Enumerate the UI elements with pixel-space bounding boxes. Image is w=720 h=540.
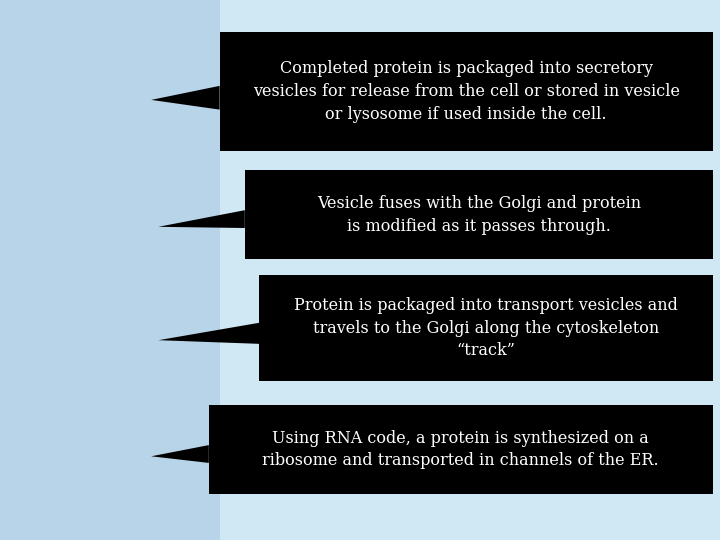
- Bar: [0, 0, 220, 540]
- Bar: [245, 170, 713, 259]
- Text: Using RNA code, a protein is synthesized on a
ribosome and transported in channe: Using RNA code, a protein is synthesized…: [263, 430, 659, 469]
- Polygon shape: [151, 445, 209, 463]
- Bar: [259, 275, 713, 381]
- Polygon shape: [158, 323, 259, 344]
- Polygon shape: [151, 86, 220, 110]
- Text: Vesicle fuses with the Golgi and protein
is modified as it passes through.: Vesicle fuses with the Golgi and protein…: [317, 195, 641, 234]
- Text: Completed protein is packaged into secretory
vesicles for release from the cell : Completed protein is packaged into secre…: [253, 60, 680, 123]
- Bar: [220, 32, 713, 151]
- Bar: [209, 405, 713, 494]
- Text: Protein is packaged into transport vesicles and
travels to the Golgi along the c: Protein is packaged into transport vesic…: [294, 296, 678, 360]
- Bar: [220, 0, 720, 540]
- Polygon shape: [158, 210, 245, 228]
